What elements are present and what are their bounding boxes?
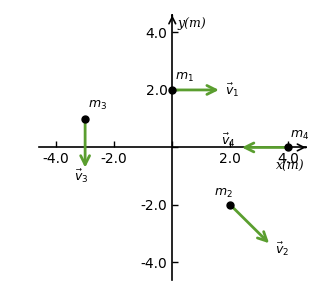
Text: $\vec{v}_1$: $\vec{v}_1$ — [225, 81, 239, 98]
Text: $m_1$: $m_1$ — [175, 71, 194, 84]
Text: $m_4$: $m_4$ — [290, 129, 309, 142]
Text: $\vec{v}_2$: $\vec{v}_2$ — [275, 241, 289, 258]
Text: $m_3$: $m_3$ — [88, 99, 107, 112]
Text: x(m): x(m) — [276, 161, 304, 173]
Text: $\vec{v}_3$: $\vec{v}_3$ — [74, 168, 89, 185]
Text: $m_2$: $m_2$ — [214, 187, 233, 200]
Text: $\vec{v}_4$: $\vec{v}_4$ — [221, 132, 236, 149]
Text: y(m): y(m) — [177, 17, 206, 29]
